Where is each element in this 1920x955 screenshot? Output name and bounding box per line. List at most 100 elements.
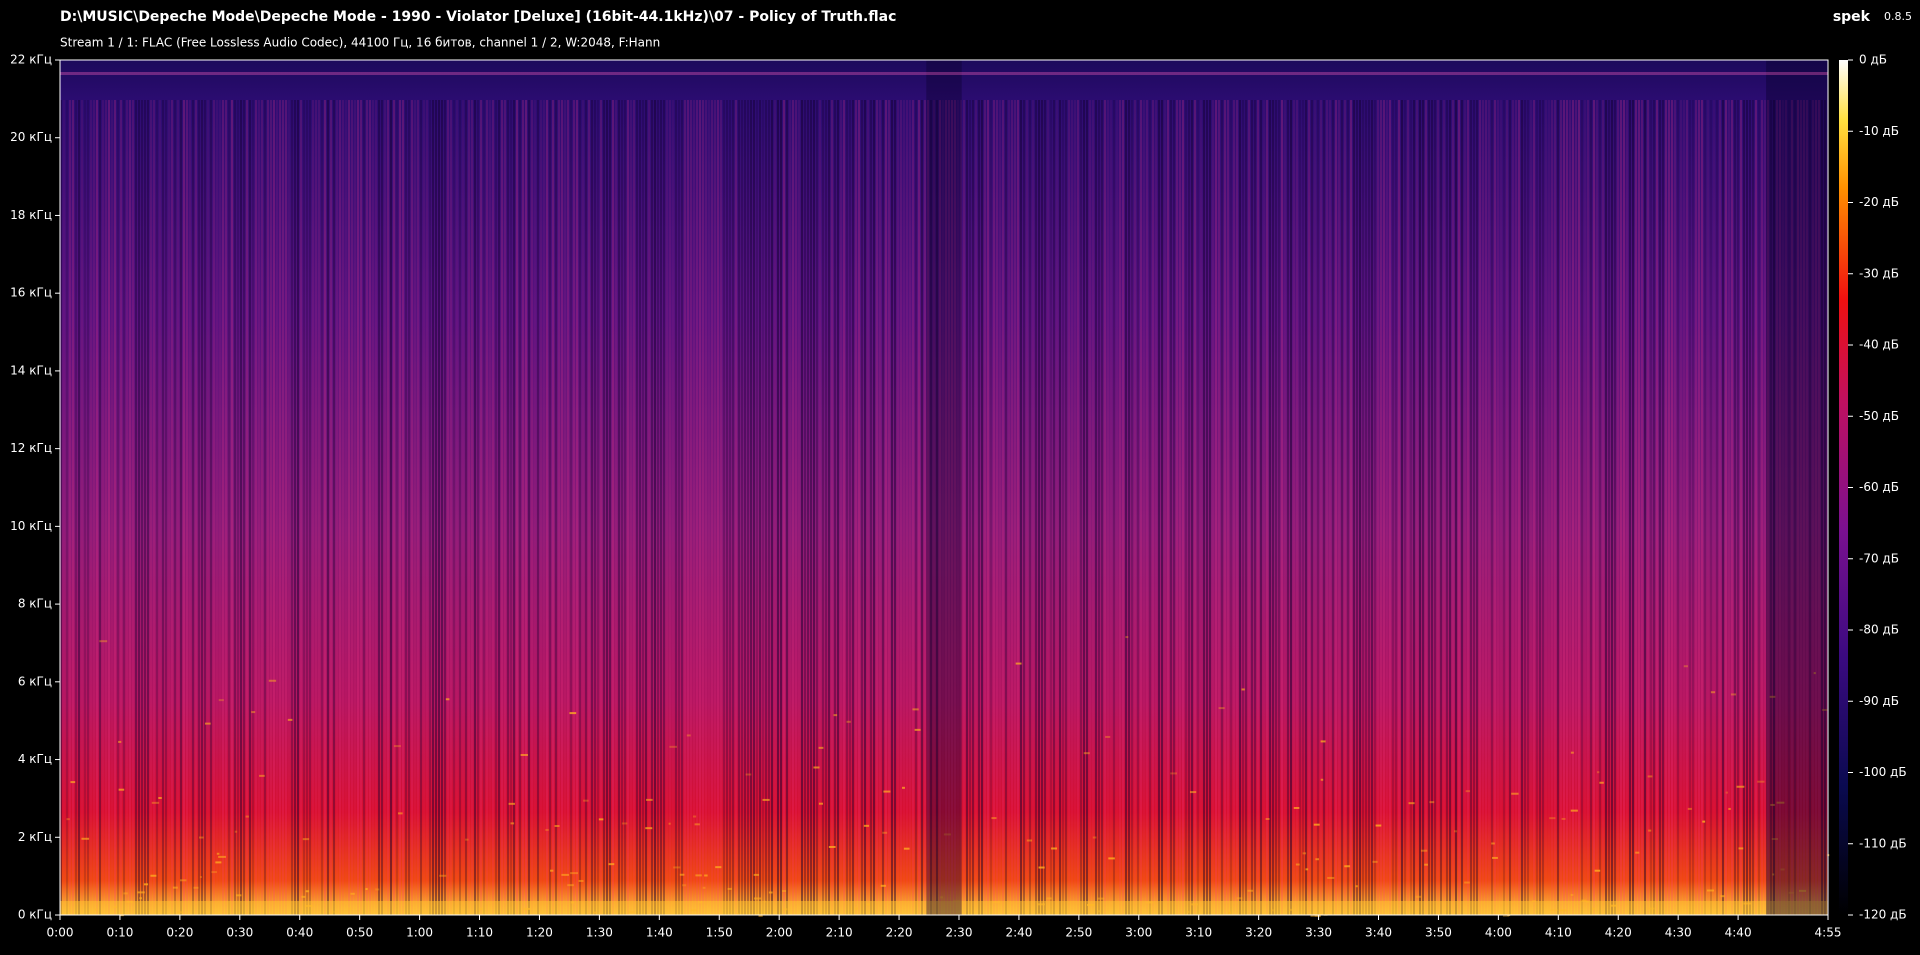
- texture: [804, 100, 806, 915]
- texture: [345, 100, 347, 915]
- texture: [846, 720, 851, 723]
- texture: [1626, 100, 1628, 915]
- texture: [654, 100, 656, 915]
- texture: [1758, 100, 1760, 915]
- texture: [561, 100, 563, 915]
- app-version: 0.8.5: [1884, 10, 1912, 23]
- texture: [921, 100, 923, 915]
- texture: [1221, 100, 1223, 915]
- texture: [960, 100, 962, 915]
- texture: [543, 100, 545, 915]
- texture: [1026, 100, 1028, 915]
- texture: [1594, 869, 1601, 872]
- texture: [876, 100, 878, 915]
- texture: [1230, 100, 1232, 915]
- texture: [855, 100, 857, 915]
- texture: [1308, 100, 1310, 915]
- texture: [1050, 100, 1052, 915]
- texture: [1257, 100, 1259, 915]
- texture: [1641, 100, 1643, 915]
- texture: [453, 100, 455, 915]
- texture: [727, 887, 732, 890]
- x-tick-label: 0:50: [346, 926, 373, 940]
- x-tick-label: 4:55: [1815, 926, 1842, 940]
- texture: [1512, 100, 1514, 915]
- texture: [423, 100, 425, 915]
- texture: [1524, 100, 1526, 915]
- texture: [81, 837, 90, 840]
- texture: [105, 100, 107, 915]
- texture: [118, 788, 125, 791]
- texture: [399, 100, 401, 915]
- texture: [1425, 100, 1427, 915]
- x-tick-label: 4:20: [1605, 926, 1632, 940]
- colorbar-tick-label: 0 дБ: [1859, 53, 1887, 67]
- texture: [1272, 100, 1274, 915]
- texture: [501, 100, 503, 915]
- texture: [954, 100, 956, 915]
- file-path: D:\MUSIC\Depeche Mode\Depeche Mode - 199…: [60, 9, 896, 25]
- texture: [1465, 790, 1471, 793]
- x-tick-label: 3:40: [1365, 926, 1392, 940]
- texture: [1761, 100, 1763, 915]
- texture: [258, 100, 260, 915]
- texture: [567, 884, 574, 887]
- texture: [546, 100, 548, 915]
- texture: [1702, 820, 1706, 823]
- texture: [429, 100, 431, 915]
- texture: [735, 100, 737, 915]
- y-tick-label: 0 кГц: [18, 908, 52, 922]
- texture: [259, 774, 265, 777]
- texture: [251, 711, 256, 714]
- texture: [240, 100, 242, 915]
- texture: [1305, 100, 1307, 915]
- texture: [1771, 838, 1779, 841]
- texture: [1404, 100, 1406, 915]
- texture: [914, 728, 921, 731]
- texture: [1494, 100, 1496, 915]
- texture: [1108, 857, 1115, 860]
- texture: [1730, 693, 1737, 696]
- texture: [825, 100, 827, 915]
- texture: [156, 100, 158, 915]
- texture: [1770, 100, 1772, 915]
- texture: [252, 100, 254, 915]
- texture: [534, 100, 536, 915]
- texture: [1209, 100, 1211, 915]
- x-tick-label: 1:50: [706, 926, 733, 940]
- texture: [1170, 772, 1178, 775]
- texture: [1416, 100, 1418, 915]
- texture: [1260, 100, 1262, 915]
- texture: [1791, 100, 1793, 915]
- texture: [1743, 100, 1745, 915]
- texture: [1731, 100, 1733, 915]
- texture: [96, 100, 98, 915]
- texture: [1335, 100, 1337, 915]
- x-tick-label: 2:40: [1005, 926, 1032, 940]
- texture: [639, 100, 641, 915]
- texture: [1473, 100, 1475, 915]
- texture: [926, 60, 962, 915]
- texture: [1701, 100, 1703, 915]
- texture: [1077, 100, 1079, 915]
- texture: [93, 100, 95, 915]
- texture: [1780, 868, 1785, 871]
- texture: [1452, 100, 1454, 915]
- texture: [330, 100, 332, 915]
- texture: [645, 100, 647, 915]
- texture: [1247, 889, 1253, 892]
- x-tick-label: 3:10: [1185, 926, 1212, 940]
- texture: [516, 100, 518, 915]
- texture: [267, 100, 269, 915]
- y-tick-label: 14 кГц: [10, 363, 52, 377]
- texture: [1596, 100, 1598, 915]
- texture: [139, 897, 142, 900]
- texture: [1725, 791, 1729, 794]
- texture: [1263, 100, 1265, 915]
- texture: [750, 100, 752, 915]
- texture: [60, 901, 1828, 915]
- texture: [675, 100, 677, 915]
- texture: [1767, 100, 1769, 915]
- colorbar-tick-label: -20 дБ: [1859, 195, 1899, 209]
- texture: [447, 100, 449, 915]
